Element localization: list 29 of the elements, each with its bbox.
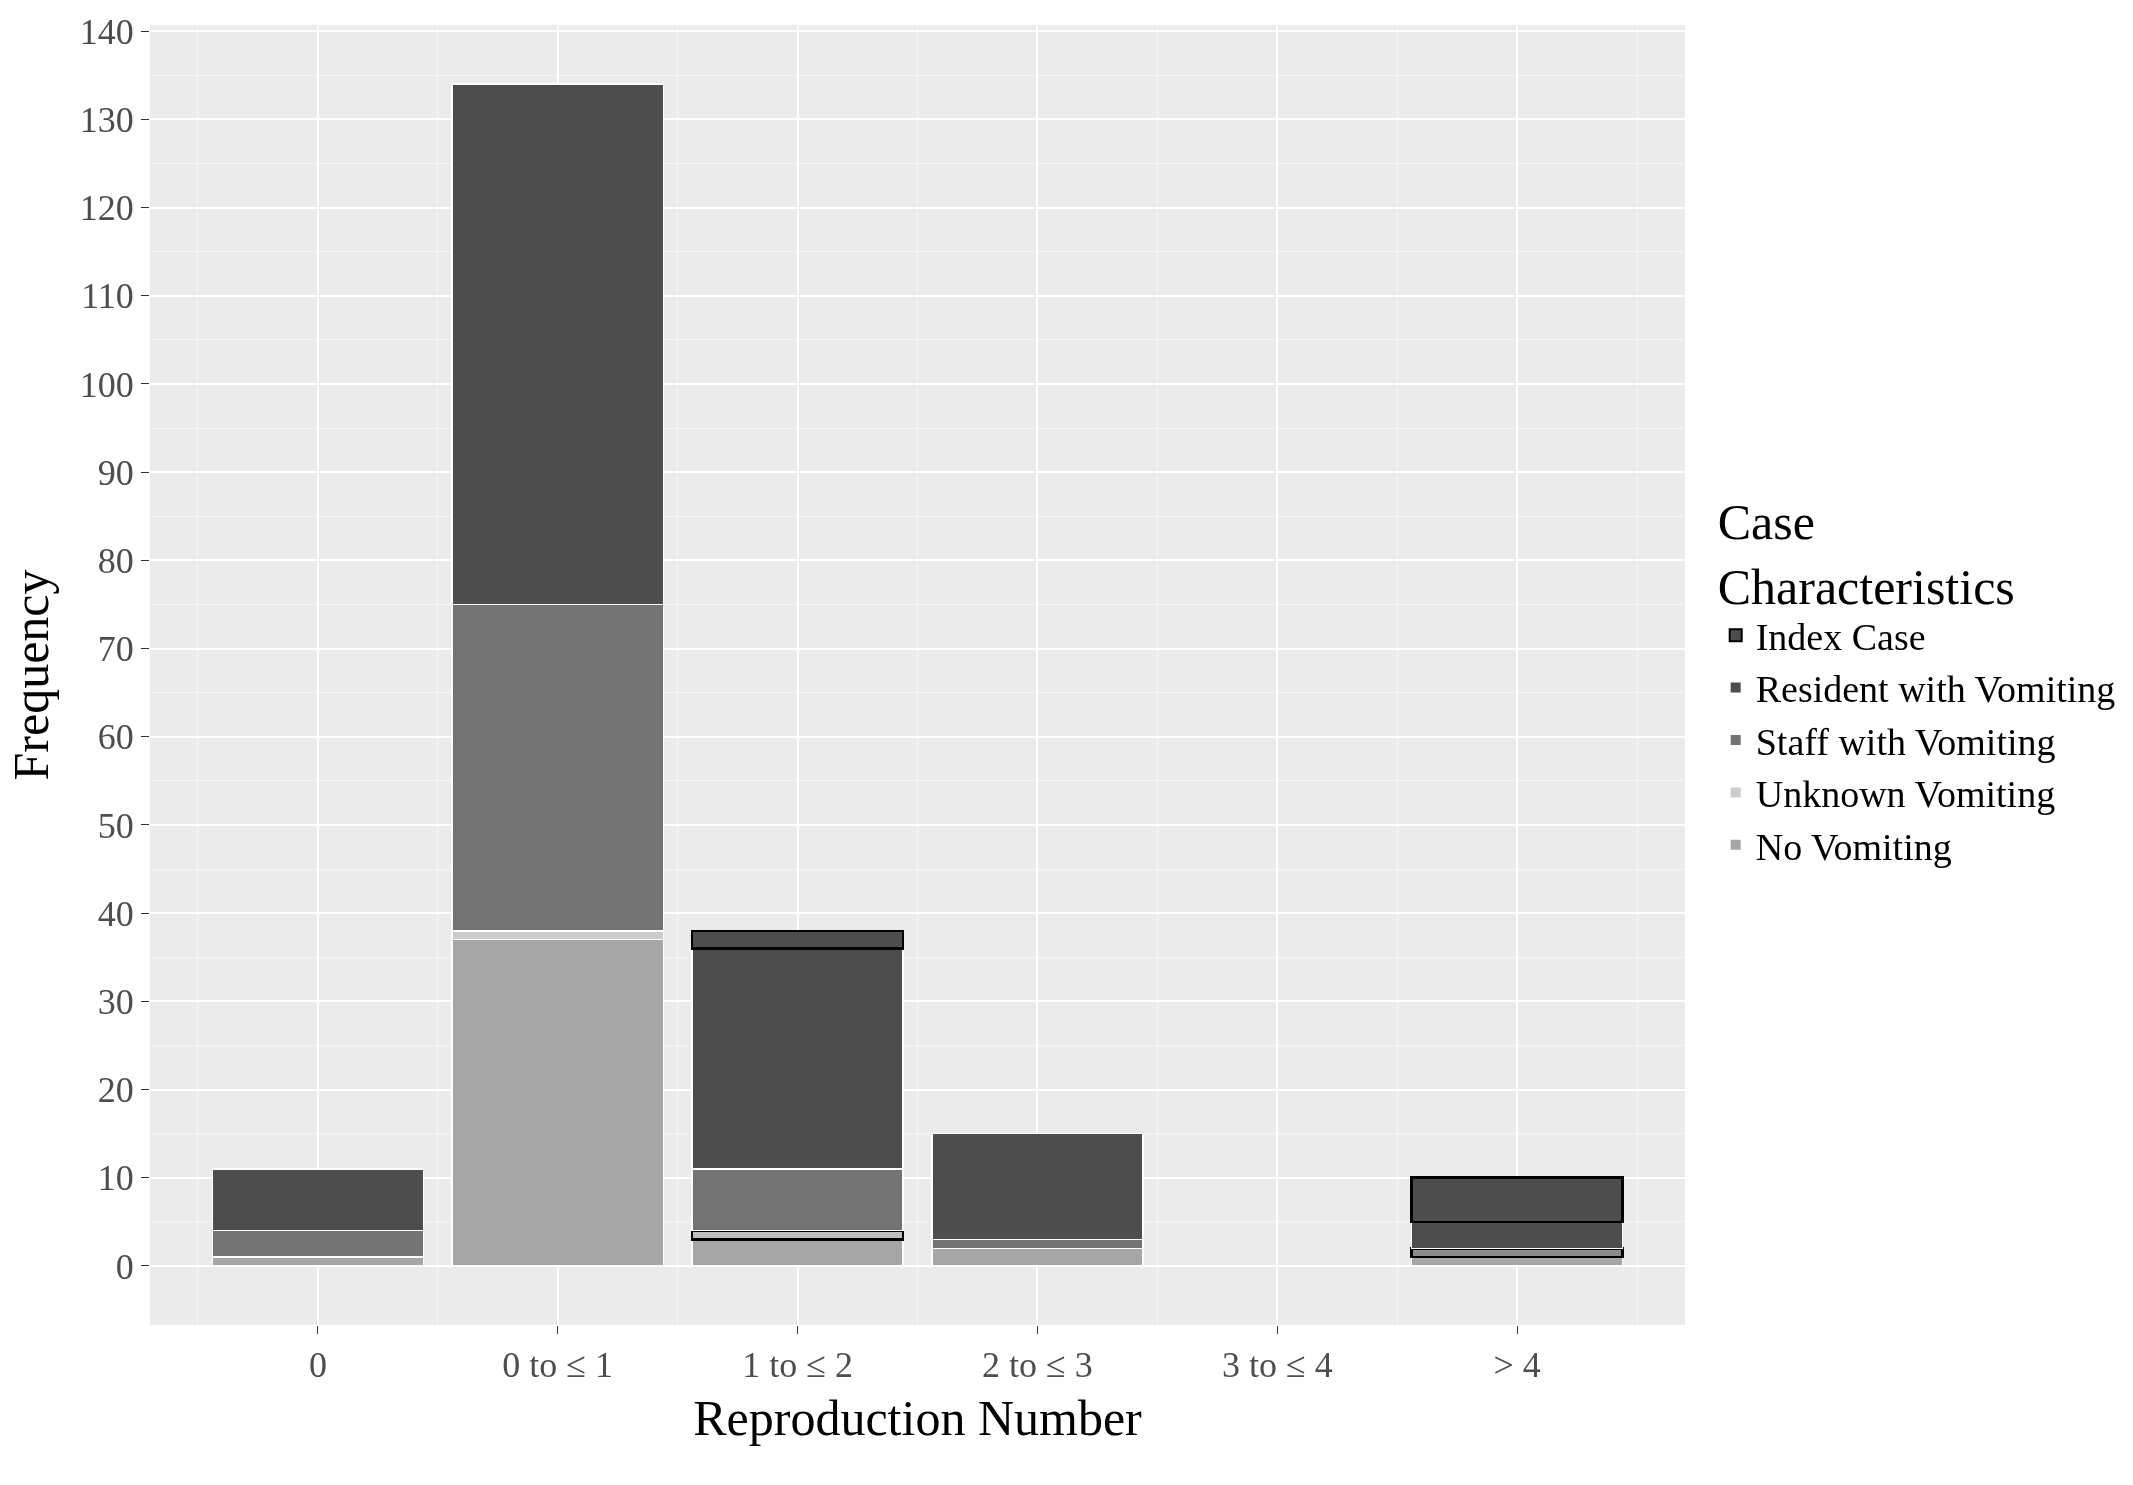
y-tick-label: 30 — [97, 981, 134, 1022]
legend-label: Unknown Vomiting — [1755, 773, 2056, 816]
legend-label: Index Case — [1755, 616, 1926, 659]
y-tick-label: 110 — [81, 276, 134, 317]
y-tick-label: 130 — [79, 99, 134, 140]
legend-title: Case Characteristics — [1717, 494, 2015, 615]
x-tick-label: 3 to ≤ 4 — [1221, 1345, 1333, 1386]
y-tick-label: 70 — [97, 629, 134, 670]
y-tick-label: 60 — [97, 717, 134, 758]
y-tick-label: 120 — [79, 188, 134, 229]
y-tick-label: 40 — [97, 893, 134, 934]
x-axis-title: Reproduction Number — [693, 1389, 1143, 1446]
y-tick-label: 100 — [79, 364, 134, 405]
y-tick-label: 10 — [97, 1158, 134, 1199]
legend-label: Resident with Vomiting — [1755, 668, 2116, 711]
x-tick-label: > 4 — [1493, 1345, 1541, 1386]
y-tick-label: 90 — [97, 452, 134, 493]
y-tick-label: 20 — [97, 1070, 134, 1111]
x-tick-label: 0 to ≤ 1 — [502, 1345, 614, 1386]
legend-label: Staff with Vomiting — [1755, 720, 2056, 763]
x-tick-label: 1 to ≤ 2 — [742, 1345, 853, 1386]
y-tick-label: 140 — [79, 11, 134, 52]
y-tick-label: 80 — [97, 540, 134, 581]
legend-label: No Vomiting — [1755, 825, 1952, 868]
x-tick-label: 0 — [308, 1345, 327, 1386]
y-tick-label: 50 — [97, 805, 134, 846]
x-tick-label: 2 to ≤ 3 — [982, 1345, 1093, 1386]
y-axis-title: Frequency — [2, 569, 59, 781]
y-tick-label: 0 — [115, 1246, 134, 1287]
